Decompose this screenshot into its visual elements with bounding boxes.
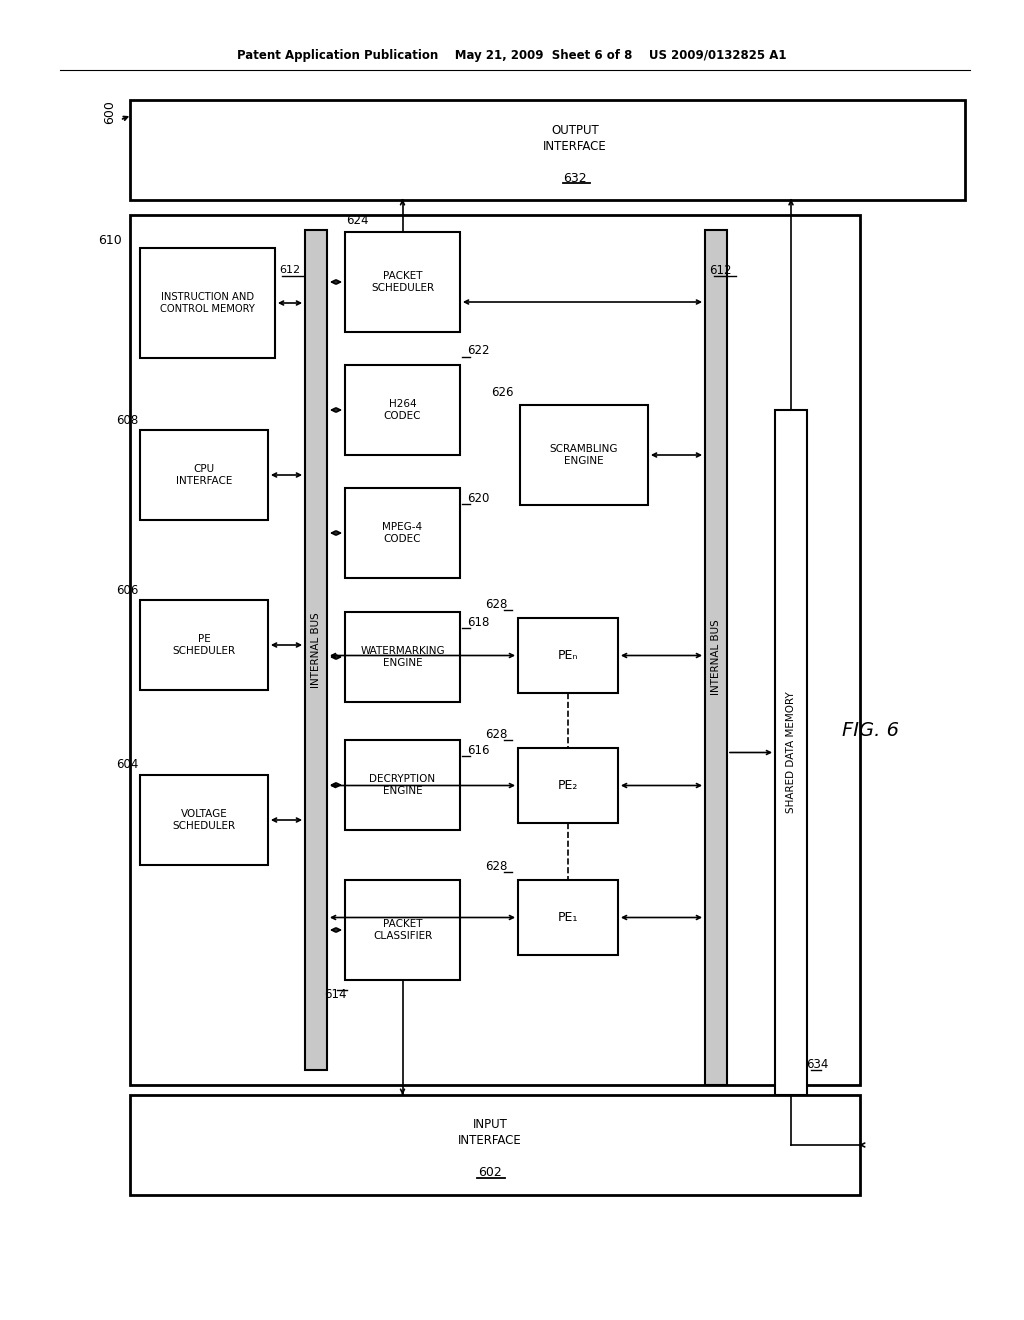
Text: Patent Application Publication    May 21, 2009  Sheet 6 of 8    US 2009/0132825 : Patent Application Publication May 21, 2…	[238, 49, 786, 62]
Text: 612: 612	[280, 265, 301, 275]
Text: 626: 626	[490, 387, 513, 400]
FancyBboxPatch shape	[140, 248, 275, 358]
Text: PACKET
SCHEDULER: PACKET SCHEDULER	[371, 271, 434, 293]
Text: MPEG-4
CODEC: MPEG-4 CODEC	[382, 521, 423, 544]
Text: PEₙ: PEₙ	[558, 649, 579, 663]
Text: 612: 612	[709, 264, 731, 276]
FancyBboxPatch shape	[518, 618, 618, 693]
Text: 628: 628	[484, 598, 507, 610]
Text: 622: 622	[467, 345, 489, 358]
Text: INTERNAL BUS: INTERNAL BUS	[311, 612, 321, 688]
FancyBboxPatch shape	[345, 612, 460, 702]
FancyBboxPatch shape	[140, 601, 268, 690]
FancyBboxPatch shape	[520, 405, 648, 506]
Text: 610: 610	[98, 234, 122, 247]
Text: 624: 624	[346, 214, 369, 227]
Text: OUTPUT
INTERFACE: OUTPUT INTERFACE	[543, 124, 607, 153]
FancyBboxPatch shape	[130, 215, 860, 1085]
Text: INTERNAL BUS: INTERNAL BUS	[711, 619, 721, 696]
Text: 606: 606	[116, 583, 138, 597]
Text: FIG. 6: FIG. 6	[842, 721, 898, 739]
FancyBboxPatch shape	[130, 100, 965, 201]
Text: 634: 634	[806, 1059, 828, 1072]
Text: 608: 608	[116, 413, 138, 426]
Text: 616: 616	[467, 743, 489, 756]
Text: PE
SCHEDULER: PE SCHEDULER	[172, 634, 236, 656]
Text: INPUT
INTERFACE: INPUT INTERFACE	[458, 1118, 522, 1147]
Text: CPU
INTERFACE: CPU INTERFACE	[176, 463, 232, 486]
FancyBboxPatch shape	[140, 775, 268, 865]
FancyBboxPatch shape	[345, 232, 460, 333]
Text: SHARED DATA MEMORY: SHARED DATA MEMORY	[786, 692, 796, 813]
Text: 604: 604	[116, 759, 138, 771]
Text: 628: 628	[484, 727, 507, 741]
Text: 628: 628	[484, 859, 507, 873]
FancyBboxPatch shape	[345, 880, 460, 979]
FancyBboxPatch shape	[518, 880, 618, 954]
Text: PE₂: PE₂	[558, 779, 579, 792]
FancyBboxPatch shape	[705, 230, 727, 1085]
FancyBboxPatch shape	[518, 748, 618, 822]
Text: 602: 602	[478, 1167, 502, 1180]
FancyBboxPatch shape	[345, 366, 460, 455]
Text: 614: 614	[324, 987, 346, 1001]
Text: 620: 620	[467, 491, 489, 504]
FancyBboxPatch shape	[775, 411, 807, 1096]
FancyBboxPatch shape	[345, 488, 460, 578]
FancyBboxPatch shape	[140, 430, 268, 520]
Text: DECRYPTION
ENGINE: DECRYPTION ENGINE	[370, 774, 435, 796]
Text: 600: 600	[103, 100, 117, 124]
Text: VOLTAGE
SCHEDULER: VOLTAGE SCHEDULER	[172, 809, 236, 832]
Text: INSTRUCTION AND
CONTROL MEMORY: INSTRUCTION AND CONTROL MEMORY	[160, 292, 255, 314]
FancyBboxPatch shape	[130, 1096, 860, 1195]
Text: PACKET
CLASSIFIER: PACKET CLASSIFIER	[373, 919, 432, 941]
Text: H264
CODEC: H264 CODEC	[384, 399, 421, 421]
Text: SCRAMBLING
ENGINE: SCRAMBLING ENGINE	[550, 444, 618, 466]
Text: 618: 618	[467, 615, 489, 628]
FancyBboxPatch shape	[345, 741, 460, 830]
Text: WATERMARKING
ENGINE: WATERMARKING ENGINE	[360, 645, 444, 668]
Text: 632: 632	[563, 172, 587, 185]
Text: PE₁: PE₁	[558, 911, 579, 924]
FancyBboxPatch shape	[305, 230, 327, 1071]
